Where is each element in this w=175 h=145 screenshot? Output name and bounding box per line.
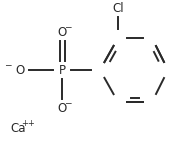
- Text: Cl: Cl: [112, 1, 124, 14]
- Text: −: −: [64, 98, 72, 107]
- Text: P: P: [58, 64, 65, 77]
- Text: −: −: [4, 60, 12, 69]
- Text: O: O: [15, 64, 25, 77]
- Text: O: O: [57, 26, 67, 39]
- Text: ++: ++: [21, 118, 35, 127]
- Text: O: O: [57, 102, 67, 115]
- Text: −: −: [64, 22, 72, 31]
- Text: Ca: Ca: [10, 122, 26, 135]
